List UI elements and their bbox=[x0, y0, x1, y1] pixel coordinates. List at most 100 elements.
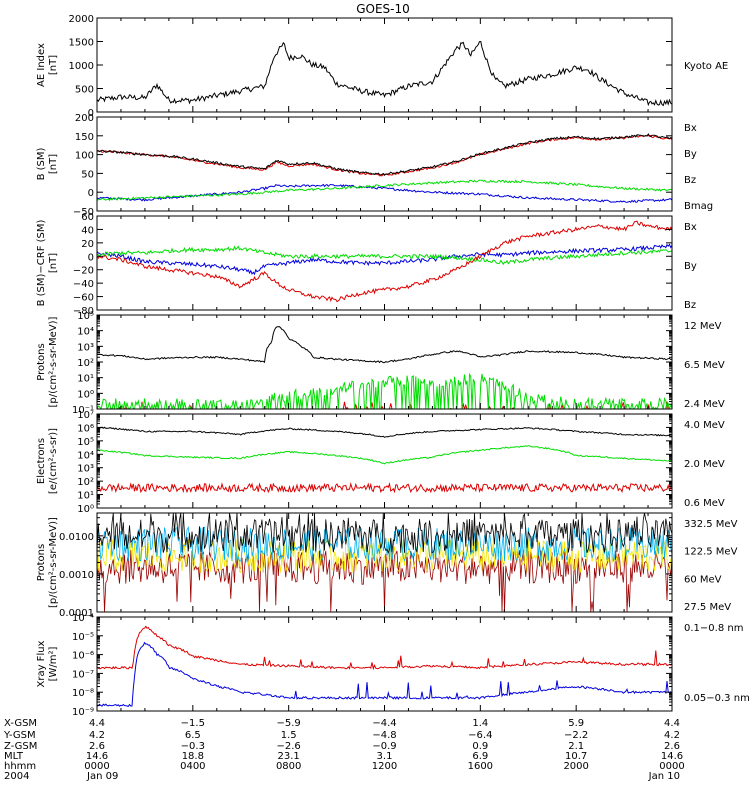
y-axis-label: Xray Flux bbox=[36, 640, 47, 687]
x-tick-value: 0400 bbox=[180, 761, 205, 772]
y-tick-label: 10¹ bbox=[77, 374, 94, 385]
y-tick-label: 150 bbox=[75, 132, 94, 143]
series-line-122-5-mev bbox=[97, 538, 672, 574]
legend-entry: 332.5 MeV bbox=[684, 519, 738, 530]
y-axis-label: Electrons bbox=[36, 438, 47, 484]
x-tick-value: 4.4 bbox=[664, 718, 680, 729]
plot-area bbox=[97, 40, 672, 107]
y-tick-label: 0.0010 bbox=[59, 570, 94, 581]
x-tick-value: −0.3 bbox=[181, 741, 205, 752]
x-axis-table: X-GSMY-GSMZ-GSMMLThhmm20044.44.22.614.60… bbox=[3, 718, 685, 782]
y-tick-label: 10² bbox=[77, 358, 94, 369]
panel-frame bbox=[96, 17, 673, 113]
y-tick-label: 0 bbox=[88, 108, 94, 119]
y-axis-label: B (SM)−CRF (SM) bbox=[36, 219, 47, 306]
x-tick-value: 2.6 bbox=[89, 741, 105, 752]
series-line-bmag bbox=[97, 133, 672, 176]
x-tick-value: 0000 bbox=[84, 761, 109, 772]
y-tick-label: 1000 bbox=[69, 61, 94, 72]
legend-entry: 27.5 MeV bbox=[684, 602, 731, 613]
x-tick-value: 0800 bbox=[276, 761, 301, 772]
y-tick-label: 10³ bbox=[77, 464, 94, 475]
legend-entry: Bx bbox=[684, 123, 697, 134]
y-tick-label: 100 bbox=[75, 151, 94, 162]
x-tick-value: 4.2 bbox=[664, 730, 680, 741]
y-axis-label: [p/(cm²-s-sr-MeV)] bbox=[48, 316, 59, 407]
series-line-0-1-0-8-nm bbox=[97, 625, 672, 671]
panel-bsm: −50 0 50 100 150 200 B (SM) [nT] Bx By Bz Bmag bbox=[36, 113, 713, 218]
y-tick-label: −50 bbox=[73, 207, 94, 218]
y-tick-label: 40 bbox=[81, 225, 94, 236]
x-row-label: MLT bbox=[4, 751, 24, 762]
y-axis-label: Protons bbox=[36, 343, 47, 380]
y-tick-label: 10⁻¹ bbox=[72, 405, 94, 416]
legend-entry: Bx bbox=[684, 222, 697, 233]
plot-area bbox=[97, 513, 672, 612]
y-tick-label: 10⁴ bbox=[77, 327, 94, 338]
y-tick-label: 0 bbox=[88, 188, 94, 199]
y-tick-label: 0.0001 bbox=[59, 608, 94, 619]
x-tick-value: −6.4 bbox=[468, 730, 492, 741]
legend-entry: Bz bbox=[684, 175, 696, 186]
legend-entry: 2.4 MeV bbox=[684, 399, 725, 410]
x-tick-value: 2000 bbox=[563, 761, 588, 772]
x-tick-value: 4.4 bbox=[89, 718, 105, 729]
x-tick-value: 1600 bbox=[468, 761, 493, 772]
x-tick-value: 14.6 bbox=[661, 751, 683, 762]
x-row-label: X-GSM bbox=[4, 718, 37, 729]
plot-area bbox=[97, 220, 672, 303]
y-tick-label: 50 bbox=[81, 169, 94, 180]
y-tick-label: 10⁻⁶ bbox=[72, 651, 94, 662]
x-tick-value: 3.1 bbox=[377, 751, 393, 762]
series-line-kyoto-ae bbox=[97, 40, 672, 107]
x-tick-value: 0.9 bbox=[472, 741, 488, 752]
legend-entry: 60 MeV bbox=[684, 574, 722, 585]
x-tick-value: 14.6 bbox=[86, 751, 108, 762]
y-tick-label: 10⁰ bbox=[77, 389, 94, 400]
y-tick-label: −40 bbox=[73, 279, 94, 290]
series-line-27-5-mev bbox=[97, 513, 672, 554]
x-tick-value: −2.6 bbox=[277, 741, 301, 752]
y-tick-label: 10⁻⁴ bbox=[72, 613, 94, 624]
y-axis-label: [nT] bbox=[48, 253, 59, 273]
x-row-label: Y-GSM bbox=[3, 730, 36, 741]
panel-frame bbox=[96, 413, 673, 509]
y-tick-label: 10⁷ bbox=[77, 410, 94, 421]
y-tick-label: 0 bbox=[88, 252, 94, 263]
series-line-bz bbox=[97, 220, 672, 303]
legend-entry: By bbox=[684, 261, 697, 272]
series-line-0-05-0-3-nm bbox=[97, 641, 672, 707]
y-axis-label: [e/(cm²-s-sr)] bbox=[48, 428, 59, 494]
y-tick-label: 10⁰ bbox=[77, 504, 94, 515]
plot-area bbox=[97, 133, 672, 204]
y-tick-label: 10⁶ bbox=[77, 423, 94, 434]
x-tick-value: Jan 10 bbox=[648, 771, 680, 782]
y-tick-label: 10⁻⁹ bbox=[72, 707, 94, 718]
y-axis-label: [p/(cm²-s-sr-MeV)] bbox=[48, 517, 59, 608]
y-tick-label: 10⁵ bbox=[77, 437, 94, 448]
legend-entry: 2.0 MeV bbox=[684, 459, 725, 470]
y-tick-label: 10³ bbox=[77, 342, 94, 353]
x-tick-value: 1.5 bbox=[281, 730, 297, 741]
legend-entry: 6.5 MeV bbox=[684, 360, 725, 371]
series-line-2-4-mev bbox=[97, 326, 672, 364]
plot-area bbox=[97, 426, 672, 494]
panel-ae: 0 500 1000 1500 2000 AE Index [nT] Kyoto AE bbox=[36, 14, 728, 119]
x-tick-value: 6.5 bbox=[185, 730, 201, 741]
x-tick-value: 0000 bbox=[659, 761, 684, 772]
x-tick-value: 1200 bbox=[372, 761, 397, 772]
x-tick-value: −1.5 bbox=[181, 718, 205, 729]
legend-entry: 0.1−0.8 nm bbox=[684, 623, 743, 634]
y-tick-label: 20 bbox=[81, 239, 94, 250]
x-tick-value: 4.2 bbox=[89, 730, 105, 741]
legend-entry: 4.0 MeV bbox=[684, 420, 725, 431]
x-tick-value: 5.9 bbox=[568, 718, 584, 729]
x-tick-value: 18.8 bbox=[182, 751, 204, 762]
x-tick-value: −0.9 bbox=[372, 741, 396, 752]
plot-area bbox=[97, 326, 672, 409]
y-tick-label: 500 bbox=[75, 85, 94, 96]
legend-entry: 0.05−0.3 nm bbox=[684, 693, 750, 704]
legend-entry: 0.6 MeV bbox=[684, 498, 725, 509]
